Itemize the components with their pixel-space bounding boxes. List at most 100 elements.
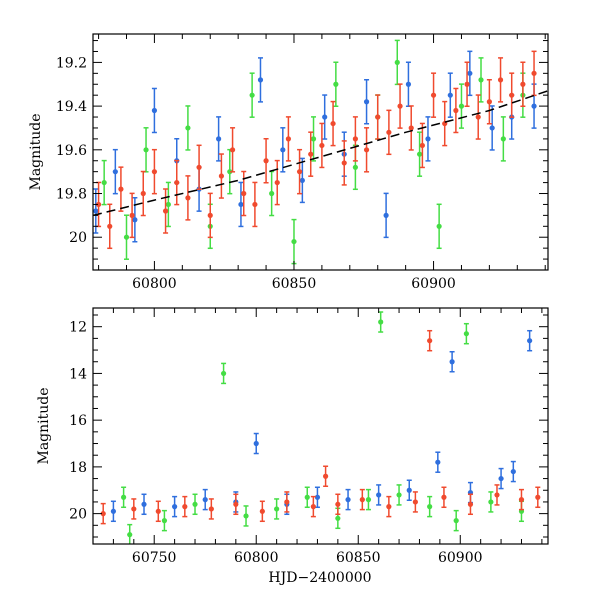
- data-point: [531, 103, 537, 109]
- data-point: [308, 151, 314, 157]
- data-point: [241, 190, 247, 197]
- data-point: [427, 504, 433, 510]
- data-point: [112, 169, 118, 175]
- data-point: [333, 81, 339, 87]
- y-tick-label: 19.2: [56, 55, 87, 71]
- data-point: [196, 164, 202, 170]
- data-point: [386, 504, 392, 510]
- data-point: [100, 511, 106, 517]
- data-point: [208, 506, 214, 512]
- plot-area-0: [93, 39, 548, 265]
- data-point: [155, 508, 161, 514]
- data-point: [304, 494, 310, 500]
- data-point: [453, 107, 459, 114]
- top-y-axis-label: Magnitude: [28, 113, 44, 190]
- data-point: [341, 160, 347, 166]
- y-tick-label: 19.6: [56, 143, 87, 159]
- data-point: [408, 125, 414, 131]
- x-tick-label: 60800: [132, 276, 177, 292]
- data-point: [162, 208, 169, 214]
- data-point: [151, 107, 158, 114]
- data-point: [335, 501, 341, 507]
- data-point: [436, 223, 442, 229]
- data-point: [207, 212, 213, 218]
- axes-frame: [92, 33, 549, 271]
- data-point: [218, 173, 225, 179]
- data-point: [310, 136, 317, 142]
- data-point: [252, 201, 258, 208]
- data-point: [129, 212, 135, 218]
- data-point: [518, 497, 525, 503]
- data-point: [107, 223, 113, 229]
- data-point: [406, 487, 412, 493]
- data-point: [363, 99, 370, 105]
- bottom-y-axis-label: Magnitude: [36, 387, 52, 464]
- y-tick-label: 18: [69, 460, 87, 476]
- data-point: [467, 501, 474, 507]
- data-point: [132, 217, 138, 223]
- data-point: [520, 81, 526, 87]
- data-point: [172, 504, 178, 510]
- data-point: [227, 169, 233, 175]
- data-point: [141, 501, 147, 507]
- series-1: [121, 311, 525, 544]
- data-point: [396, 492, 402, 498]
- y-tick-label: 19.8: [56, 187, 87, 203]
- x-tick-label: 60850: [272, 276, 317, 292]
- data-point: [405, 81, 412, 87]
- data-point: [365, 497, 372, 503]
- data-point: [498, 475, 504, 482]
- data-point: [216, 136, 222, 142]
- data-point: [310, 504, 316, 510]
- data-point: [243, 513, 249, 519]
- data-point: [192, 501, 198, 507]
- data-point: [274, 179, 280, 186]
- series-2: [100, 329, 541, 525]
- data-point: [500, 136, 506, 142]
- data-point: [383, 212, 389, 218]
- data-point: [494, 492, 500, 498]
- data-point: [151, 169, 158, 175]
- data-point: [249, 92, 255, 98]
- data-point: [185, 125, 191, 131]
- data-point: [359, 497, 365, 503]
- data-point: [269, 190, 275, 197]
- top-panel-magnitude-plot: 60800 60850 60900 19.2 19.4 19.6 19.8 20: [56, 33, 549, 292]
- data-point: [121, 494, 127, 500]
- x-tick-label: 60800: [234, 550, 279, 566]
- x-tick-label: 60900: [411, 276, 456, 292]
- bottom-panel-magnitude-plot: 60750 60800 60850 60900 12 14 16 18 20: [69, 307, 549, 566]
- data-point: [375, 114, 381, 120]
- data-point: [263, 158, 269, 164]
- data-point: [345, 497, 351, 503]
- data-point: [280, 147, 286, 153]
- y-tick-label: 20: [69, 230, 87, 246]
- data-point: [319, 142, 325, 149]
- series-2: [95, 50, 537, 250]
- x-axis-label: HJD−2400000: [268, 570, 371, 586]
- data-point: [131, 506, 137, 512]
- data-point: [464, 81, 470, 87]
- data-point: [419, 142, 425, 149]
- data-point: [284, 499, 290, 505]
- data-point: [386, 129, 392, 135]
- data-point: [467, 70, 473, 76]
- data-point: [509, 92, 515, 98]
- data-point: [257, 77, 264, 83]
- y-tick-label: 19.4: [56, 99, 87, 115]
- data-point: [363, 147, 370, 153]
- data-point: [165, 201, 171, 208]
- y-tick-label: 16: [69, 413, 87, 429]
- data-point: [274, 506, 280, 512]
- data-point: [497, 77, 504, 83]
- data-point: [143, 147, 149, 153]
- data-point: [458, 103, 465, 109]
- data-point: [463, 331, 469, 337]
- data-point: [435, 459, 441, 465]
- data-point: [253, 440, 259, 447]
- data-point: [93, 208, 99, 214]
- plot-area-1: [100, 311, 541, 544]
- data-point: [229, 147, 236, 153]
- data-point: [322, 114, 328, 120]
